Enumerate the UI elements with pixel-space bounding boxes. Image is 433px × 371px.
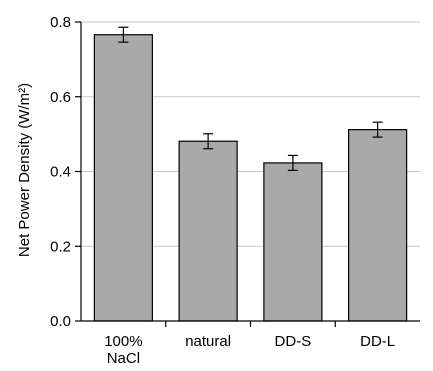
x-tick-label: 100% [104, 333, 142, 350]
y-tick-label: 0.2 [50, 238, 71, 255]
x-tick-label: DD-S [275, 333, 312, 350]
y-ticks: 0.0 0.2 0.4 0.6 0.8 [50, 14, 81, 330]
x-tick-label: natural [185, 333, 231, 350]
x-ticks: 100%NaCl natural DD-S DD-L [104, 321, 395, 367]
bar [263, 162, 323, 322]
x-tick-label: NaCl [107, 350, 140, 367]
y-tick-label: 0.8 [50, 14, 71, 31]
bars [93, 26, 408, 322]
bar [348, 129, 408, 322]
y-tick-label: 0.0 [50, 313, 71, 330]
bar [93, 34, 153, 322]
y-tick-label: 0.6 [50, 89, 71, 106]
x-tick-label: DD-L [360, 333, 395, 350]
bar [178, 140, 238, 322]
y-tick-label: 0.4 [50, 164, 71, 181]
y-axis-label: Net Power Density (W/m²) [16, 83, 33, 257]
